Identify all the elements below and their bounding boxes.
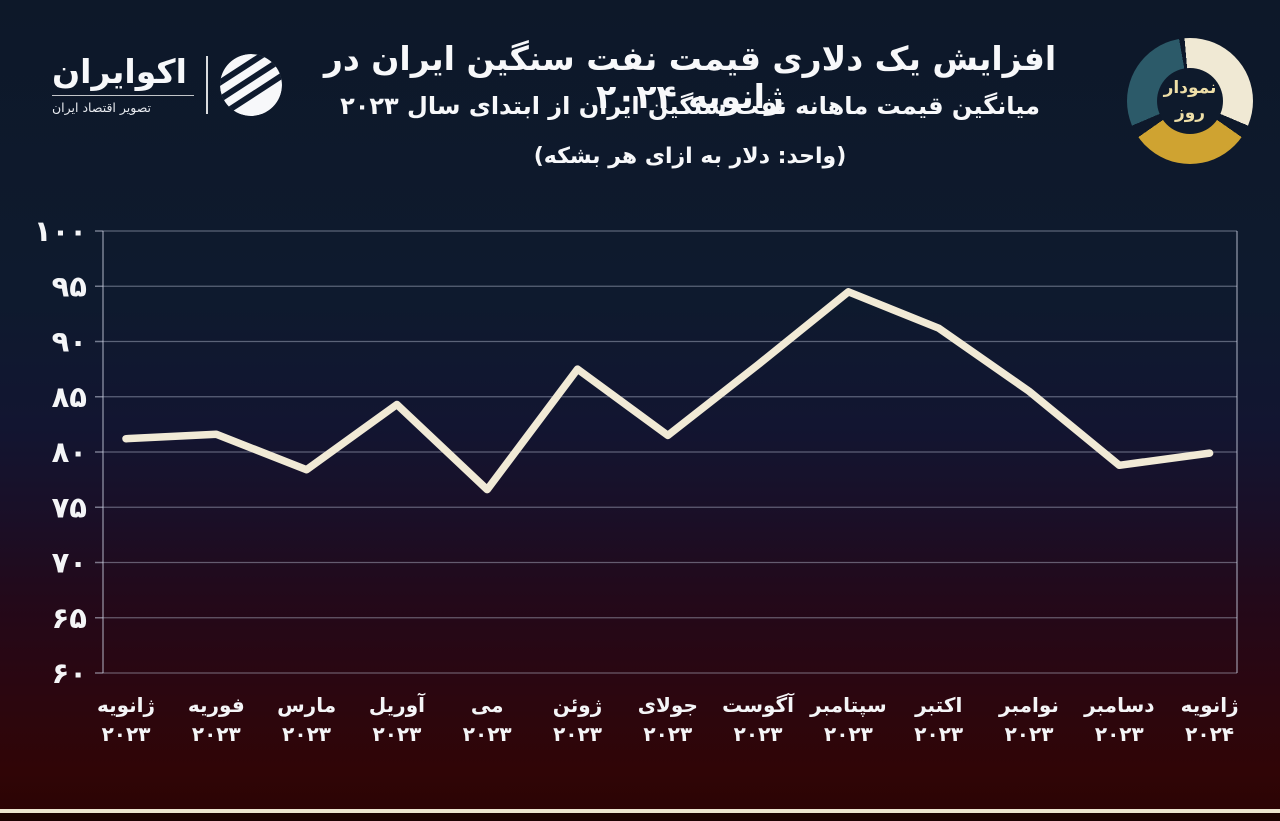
chart-of-day-badge: نمودار روز [1127,38,1253,164]
x-tick-month: نوامبر [998,693,1059,717]
x-tick-month: اکتبر [914,693,962,717]
y-tick-label: ۹۵ [52,269,87,303]
y-tick-label: ۹۰ [52,325,87,359]
donut-hole [1157,68,1223,134]
badge-label-line1: نمودار [1163,78,1217,99]
x-tick-year: ۲۰۲۳ [824,722,873,746]
ecoiran-globe-icon [220,54,282,116]
x-tick-month: فوریه [188,693,245,717]
x-tick-year: ۲۰۲۳ [914,722,963,746]
y-tick-label: ۸۰ [52,435,87,469]
x-tick-year: ۲۰۲۳ [102,722,151,746]
x-tick-month: آوریل [369,692,426,717]
x-tick-year: ۲۰۲۳ [463,722,512,746]
logo-divider-rule [52,95,194,97]
logo-name: اکوایران [52,52,187,91]
x-tick-month: ژانویه [1181,693,1239,717]
y-tick-label: ۶۵ [52,601,87,635]
page-title: افزایش یک دلاری قیمت نفت سنگین ایران در … [323,39,1057,116]
x-tick-month: مارس [277,693,336,717]
x-tick-year: ۲۰۲۳ [643,722,692,746]
x-tick-month: می [471,693,504,717]
logo-vertical-divider [206,56,208,114]
y-tick-label: ۶۰ [52,656,87,690]
x-tick-year: ۲۰۲۳ [734,722,783,746]
x-tick-year: ۲۰۲۳ [192,722,241,746]
x-tick-month: ژانویه [97,693,155,717]
ecoiran-logo: اکوایران تصویر اقتصاد ایران [52,52,282,116]
y-tick-label: ۸۵ [52,380,87,414]
price-line [122,288,1214,494]
x-tick-month: آگوست [722,692,795,717]
logo-text-block: اکوایران تصویر اقتصاد ایران [52,52,194,116]
x-tick-year: ۲۰۲۳ [1095,722,1144,746]
x-tick-month: جولای [638,693,698,717]
x-tick-year: ۲۰۲۳ [553,722,602,746]
x-tick-month: سپتامبر [809,693,887,718]
x-tick-year: ۲۰۲۳ [282,722,331,746]
x-tick-month: دسامبر [1083,693,1154,717]
x-tick-year: ۲۰۲۳ [372,722,421,746]
badge-label: نمودار روز [1127,38,1253,164]
y-tick-label: ۷۰ [52,546,87,580]
x-tick-year: ۲۰۲۳ [1005,722,1054,746]
y-tick-label: ۷۵ [52,490,87,524]
footer-under-strip [0,813,1280,821]
x-tick-month: ژوئن [553,693,602,717]
logo-tagline: تصویر اقتصاد ایران [52,100,152,116]
y-tick-label: ۱۰۰ [34,214,87,248]
x-tick-year: ۲۰۲۴ [1185,722,1234,746]
page-subtitle: میانگین قیمت ماهانه نفت سنگین ایران از ا… [340,92,1040,120]
unit-note: (واحد: دلار به ازای هر بشکه) [533,144,847,169]
badge-label-line2: روز [1174,103,1206,123]
footer-rule [0,809,1280,813]
